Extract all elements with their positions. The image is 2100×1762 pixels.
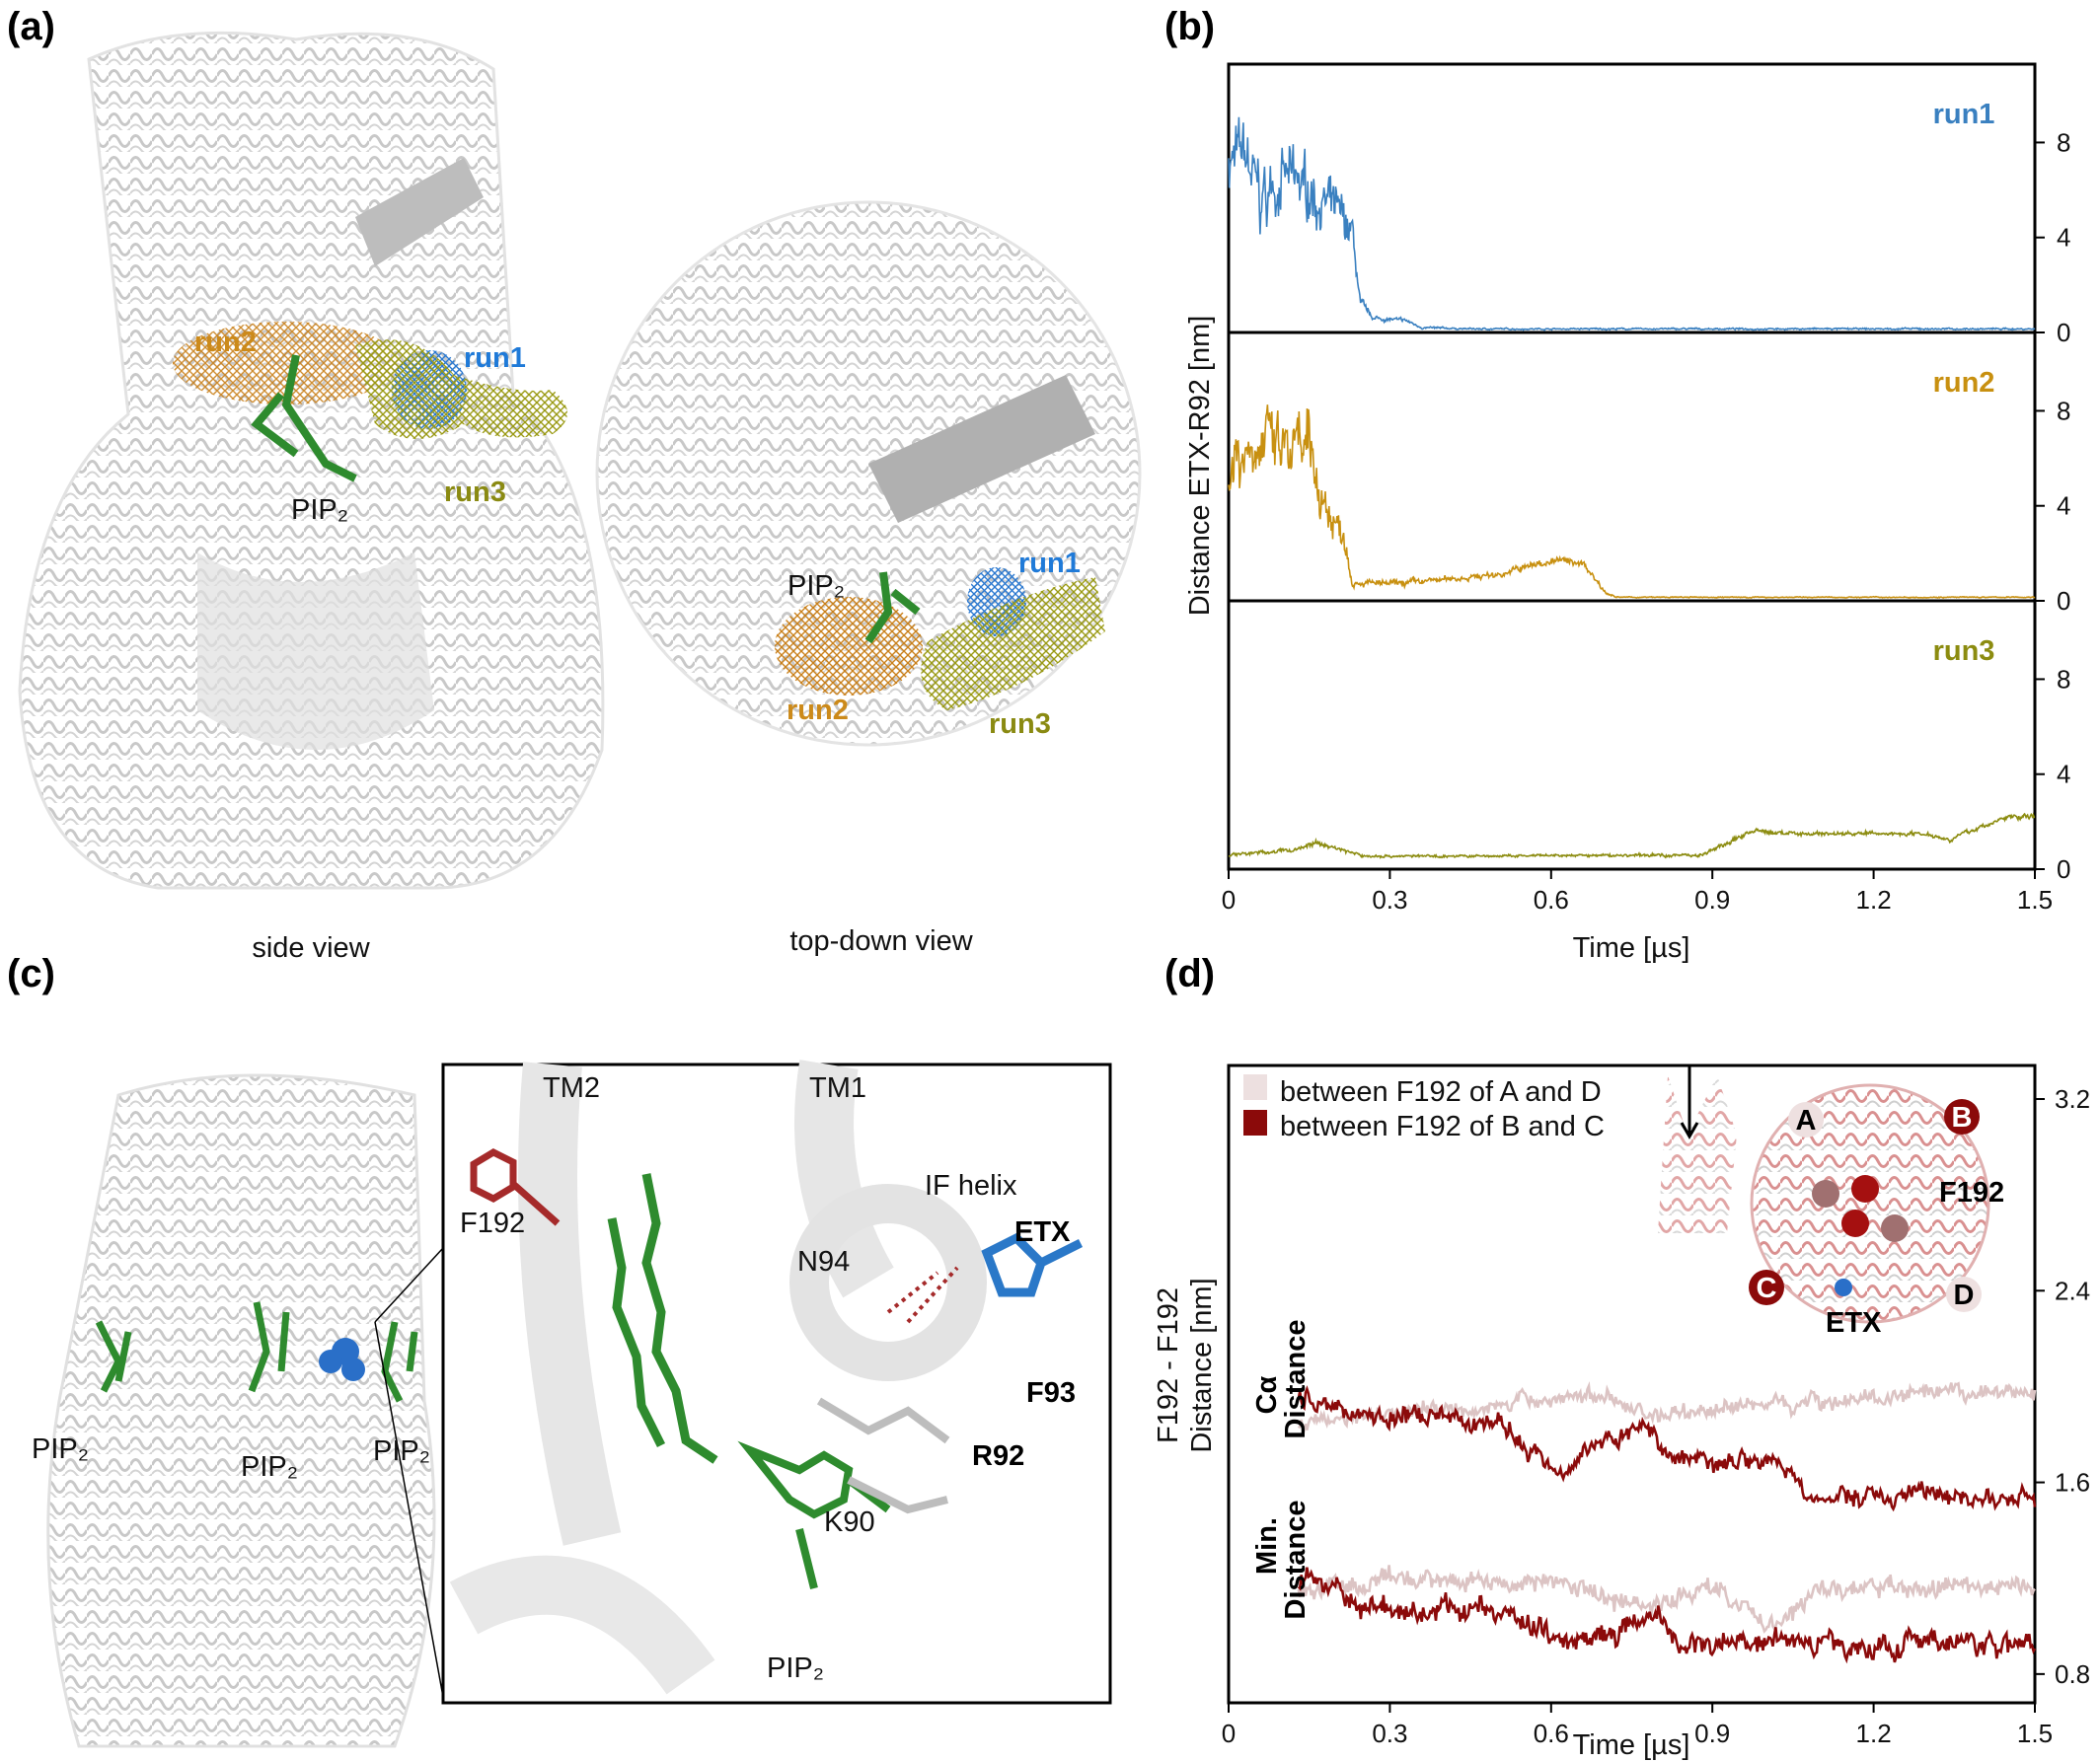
chart-b-xlabel: Time [µs]: [1573, 932, 1690, 964]
x-tick-label: 0.3: [1372, 1719, 1407, 1748]
y-tick-label: 2.4: [2055, 1276, 2090, 1305]
series-label-run1: run1: [1933, 99, 1995, 130]
side-run3-label: run3: [444, 477, 506, 508]
chart-d-legend: between F192 of A and D between F192 of …: [1243, 1074, 1605, 1142]
x-tick-label: 0: [1222, 1719, 1236, 1748]
panel-label-a: (a): [7, 5, 55, 48]
run3-density-mesh: [355, 339, 567, 439]
y-tick-label: 3.2: [2055, 1084, 2090, 1114]
y-tick-label: 1.6: [2055, 1468, 2090, 1498]
top-run3-label: run3: [989, 708, 1051, 740]
chart-b-frame: [1227, 62, 2037, 871]
inset-etx-label: ETX: [1014, 1216, 1071, 1248]
inset-f192-label: F192: [460, 1208, 525, 1239]
y-tick-label: 0: [2057, 318, 2070, 347]
overview-pip2-label-1: PIP₂: [32, 1433, 89, 1465]
y-tick-label: 4: [2057, 760, 2070, 789]
y-tick-label: 8: [2057, 664, 2070, 694]
side-run1-label: run1: [464, 342, 526, 374]
run2-density-mesh: [173, 322, 400, 404]
inset-chain-b: B: [1952, 1102, 1973, 1134]
x-tick-label: 0.3: [1372, 885, 1407, 915]
top-view-caption: top-down view: [789, 925, 973, 957]
inset-f192-label: F192: [1939, 1177, 2004, 1209]
top-run2-label: run2: [787, 695, 849, 726]
legend-swatch-ad: [1243, 1074, 1267, 1100]
legend-label-bc: between F192 of B and C: [1280, 1111, 1605, 1142]
side-pip2-label: PIP₂: [291, 494, 348, 526]
side-view-structure: [18, 31, 605, 890]
x-tick-label: 0.6: [1534, 1719, 1569, 1748]
top-pip2-label: PIP₂: [788, 570, 845, 602]
y-tick-label: 4: [2057, 223, 2070, 253]
series-3: [1297, 1567, 2037, 1664]
x-tick-label: 1.2: [1856, 885, 1892, 915]
x-tick-label: 0.6: [1534, 885, 1569, 915]
side-run2-label: run2: [194, 327, 257, 358]
panel-label-d: (d): [1164, 952, 1215, 995]
top-run3-density-mesh: [921, 577, 1105, 710]
y-tick-label: 0: [2057, 586, 2070, 616]
top-run2-density-mesh: [775, 597, 923, 696]
inset-f93-label: F93: [1026, 1377, 1076, 1409]
overview-pip2-label-3: PIP₂: [373, 1435, 430, 1467]
x-tick-label: 1.5: [2017, 885, 2053, 915]
x-tick-label: 0.9: [1694, 885, 1730, 915]
inset-pip2-label: PIP₂: [767, 1652, 824, 1684]
chart-b-ylabel: Distance ETX-R92 [nm]: [1184, 316, 1216, 617]
chart-b: 0 4 8 run1 0 4 8 run2 0 4 8 run3 0 0.3 0.6 0.9 1.2 1.5: [1222, 62, 2070, 915]
top-run1-label: run1: [1018, 548, 1081, 579]
inset-r92-label: R92: [972, 1440, 1024, 1472]
series-2: [1297, 1565, 2036, 1634]
top-pip2-molecule: [864, 571, 921, 644]
y-tick-label: 0.8: [2055, 1659, 2090, 1689]
inset-if-helix-label: IF helix: [925, 1170, 1017, 1202]
tetramer-inset: [1658, 1065, 1990, 1324]
group-label-ca-1: Cα: [1251, 1375, 1283, 1414]
inset-tm2-label: TM2: [543, 1072, 600, 1104]
pip2-molecule: [251, 354, 357, 482]
overview-pip2-label-2: PIP₂: [241, 1451, 298, 1483]
inset-n94-label: N94: [797, 1246, 850, 1278]
inset-etx-label-d: ETX: [1826, 1307, 1882, 1339]
inset-k90-label: K90: [824, 1506, 875, 1538]
inset-chain-d: D: [1954, 1280, 1975, 1311]
series-1: [1297, 1385, 2037, 1512]
series-label-run3: run3: [1933, 635, 1995, 667]
group-label-min-2: Distance: [1280, 1501, 1312, 1620]
y-tick-label: 8: [2057, 127, 2070, 157]
overview-structure: [46, 1073, 444, 1748]
inset-tm1-label: TM1: [809, 1072, 866, 1104]
x-tick-label: 1.5: [2017, 1719, 2053, 1748]
series-label-run2: run2: [1933, 367, 1995, 399]
chart-d-ylabel-line1: F192 - F192: [1153, 1287, 1184, 1443]
panel-label-c: (c): [7, 952, 55, 995]
panel-label-b: (b): [1164, 5, 1215, 48]
x-tick-label: 1.2: [1856, 1719, 1892, 1748]
x-tick-label: 0.9: [1694, 1719, 1730, 1748]
series-run2: [1228, 404, 2036, 600]
x-tick-label: 0: [1222, 885, 1236, 915]
chart-d-ylabel-line2: Distance [nm]: [1186, 1278, 1218, 1452]
y-tick-label: 8: [2057, 396, 2070, 425]
group-label-min-1: Min.: [1251, 1517, 1283, 1575]
legend-swatch-bc: [1243, 1110, 1267, 1136]
series-run3: [1229, 812, 2036, 859]
chart-d-xlabel: Time [µs]: [1573, 1729, 1690, 1761]
legend-label-ad: between F192 of A and D: [1280, 1076, 1602, 1108]
series-run1: [1228, 116, 2036, 331]
inset-chain-c: C: [1757, 1273, 1777, 1304]
chart-d-frame: [1227, 1064, 2037, 1705]
chart-d: 0.8 1.6 2.4 3.2 0 0.3 0.6 0.9 1.2 1.5: [1222, 1064, 2090, 1748]
series-0: [1297, 1381, 2037, 1433]
y-tick-label: 4: [2057, 491, 2070, 521]
side-view-caption: side view: [252, 932, 370, 964]
y-tick-label: 0: [2057, 854, 2070, 884]
binding-site-inset: [441, 1060, 1112, 1705]
inset-chain-a: A: [1796, 1105, 1817, 1137]
group-label-ca-2: Distance: [1280, 1320, 1312, 1439]
